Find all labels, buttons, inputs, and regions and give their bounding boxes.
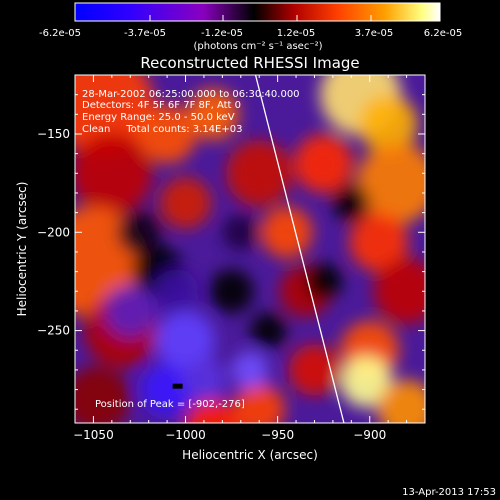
heatmap-blob — [209, 269, 254, 314]
y-tick-label: −150 — [37, 127, 70, 141]
heatmap-blob — [226, 140, 293, 207]
heatmap-blob — [156, 310, 216, 370]
heatmap-blob — [288, 344, 341, 396]
heatmap-blob — [373, 258, 425, 325]
heatmap-blob — [356, 142, 425, 224]
heatmap-blob — [75, 75, 155, 157]
heatmap-blob — [233, 383, 285, 423]
heatmap-blob — [75, 366, 131, 423]
peak-position-label: Position of Peak = [-902,-276] — [95, 399, 245, 410]
heatmap-blob — [250, 312, 287, 350]
chart-title: Reconstructed RHESSI Image — [140, 54, 359, 72]
heatmap-blob — [231, 351, 269, 389]
colorbar-tick-label: 6.2e-05 — [424, 28, 462, 39]
heatmap-blob — [377, 379, 425, 423]
y-tick-label: −250 — [37, 324, 70, 338]
x-tick-label: −950 — [261, 428, 294, 442]
heatmap-blob — [117, 210, 162, 255]
annotation-detectors: Detectors: 4F 5F 6F 7F 8F, Att 0 — [82, 100, 241, 111]
heatmap-blob — [261, 206, 313, 259]
plot-frame — [74, 74, 426, 424]
colorbar-tick-label: -3.7e-05 — [124, 28, 166, 39]
heatmap-blob — [104, 285, 157, 337]
colorbar-tick-label: 3.7e-05 — [355, 28, 393, 39]
solar-limb-line — [254, 75, 345, 423]
x-tick-label: −1050 — [73, 428, 114, 442]
heatmap-blob — [349, 212, 409, 272]
heatmap-blob — [222, 213, 260, 251]
heatmap-image — [75, 75, 425, 423]
colorbar-tick-label: 1.2e-05 — [277, 28, 315, 39]
colorbar-tick-label: -6.2e-05 — [39, 28, 81, 39]
y-tick-label: −200 — [37, 225, 70, 239]
axis-ticks — [75, 74, 426, 423]
heatmap-blob — [358, 94, 418, 154]
heatmap-blob — [141, 363, 193, 416]
colorbar-unit-label: (photons cm⁻² s⁻¹ asec⁻²) — [193, 41, 322, 52]
annotation-clean-counts: Clean Total counts: 3.14E+03 — [82, 124, 242, 135]
peak-marker — [172, 383, 183, 389]
annotation-energy-range: Energy Range: 25.0 - 50.0 keV — [82, 112, 235, 123]
x-tick-label: −900 — [353, 428, 386, 442]
colorbar — [74, 2, 441, 22]
heatmap-blob — [305, 263, 343, 300]
heatmap-blob — [184, 399, 243, 423]
heatmap-blob — [75, 132, 153, 214]
heatmap-blob — [187, 88, 239, 141]
heatmap-blob — [181, 357, 227, 402]
heatmap-blob — [159, 177, 212, 229]
y-axis-label: Heliocentric Y (arcsec) — [15, 182, 29, 317]
colorbar-tick-label: -1.2e-05 — [201, 28, 243, 39]
colorbar-ticks — [74, 15, 441, 21]
heatmap-blob — [137, 104, 197, 164]
footer-timestamp: 13-Apr-2013 17:53 — [402, 487, 496, 498]
x-axis-label: Heliocentric X (arcsec) — [182, 448, 318, 462]
heatmap-blob — [294, 134, 354, 193]
annotation-time-range: 28-Mar-2002 06:25:00.000 to 06:30:40.000 — [82, 89, 300, 100]
x-tick-label: −1000 — [165, 428, 206, 442]
heatmap-blob — [154, 269, 199, 314]
heatmap-blob — [340, 355, 392, 408]
heatmap-blob — [332, 184, 370, 222]
